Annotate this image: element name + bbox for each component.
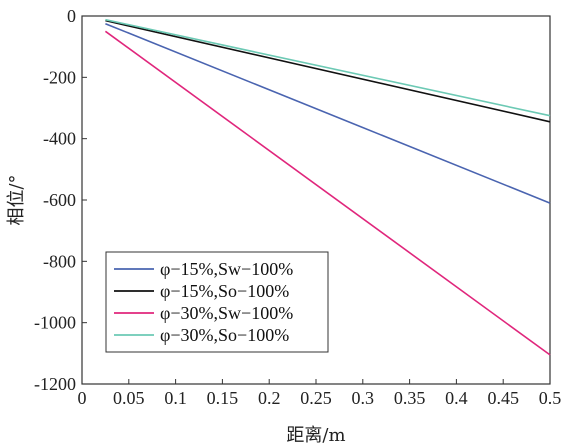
- y-tick-label: -200: [43, 67, 76, 87]
- y-tick-label: -1000: [34, 313, 76, 333]
- x-tick-label: 0.5: [539, 388, 562, 408]
- x-tick-label: 0.05: [113, 388, 145, 408]
- y-tick-label: -800: [43, 251, 76, 271]
- series-lines: [104, 18, 551, 356]
- x-tick-label: 0.45: [487, 388, 519, 408]
- x-tick-label: 0.2: [258, 388, 281, 408]
- x-axis-title: 距离/m: [286, 425, 345, 446]
- legend-label-2: φ−15%,So−100%: [160, 281, 289, 301]
- x-tick-label: 0.1: [164, 388, 187, 408]
- y-tick-label: -1200: [34, 374, 76, 394]
- legend-label-1: φ−15%,Sw−100%: [160, 259, 293, 279]
- x-tick-label: 0: [78, 388, 87, 408]
- axis-ticks: 0 0.05 0.1 0.15 0.2 0.25 0.3 0.35 0.4 0.45 0.5 0 -20…: [34, 6, 561, 408]
- y-axis-title: 相位/°: [6, 174, 27, 225]
- series-line-4: [105, 18, 551, 117]
- series-line-2: [105, 19, 551, 123]
- series-line-1: [105, 22, 551, 204]
- legend: φ−15%,Sw−100%φ−15%,So−100%φ−30%,Sw−100%φ…: [105, 251, 329, 353]
- y-tick-label: 0: [67, 6, 76, 26]
- y-tick-label: -600: [43, 190, 76, 210]
- x-tick-label: 0.35: [394, 388, 426, 408]
- y-tick-label: -400: [43, 129, 76, 149]
- x-tick-label: 0.3: [352, 388, 375, 408]
- x-tick-label: 0.15: [207, 388, 239, 408]
- x-tick-label: 0.25: [300, 388, 332, 408]
- legend-label-4: φ−30%,So−100%: [160, 325, 289, 345]
- legend-label-3: φ−30%,Sw−100%: [160, 303, 293, 323]
- x-tick-label: 0.4: [445, 388, 468, 408]
- series-line-3: [104, 30, 551, 356]
